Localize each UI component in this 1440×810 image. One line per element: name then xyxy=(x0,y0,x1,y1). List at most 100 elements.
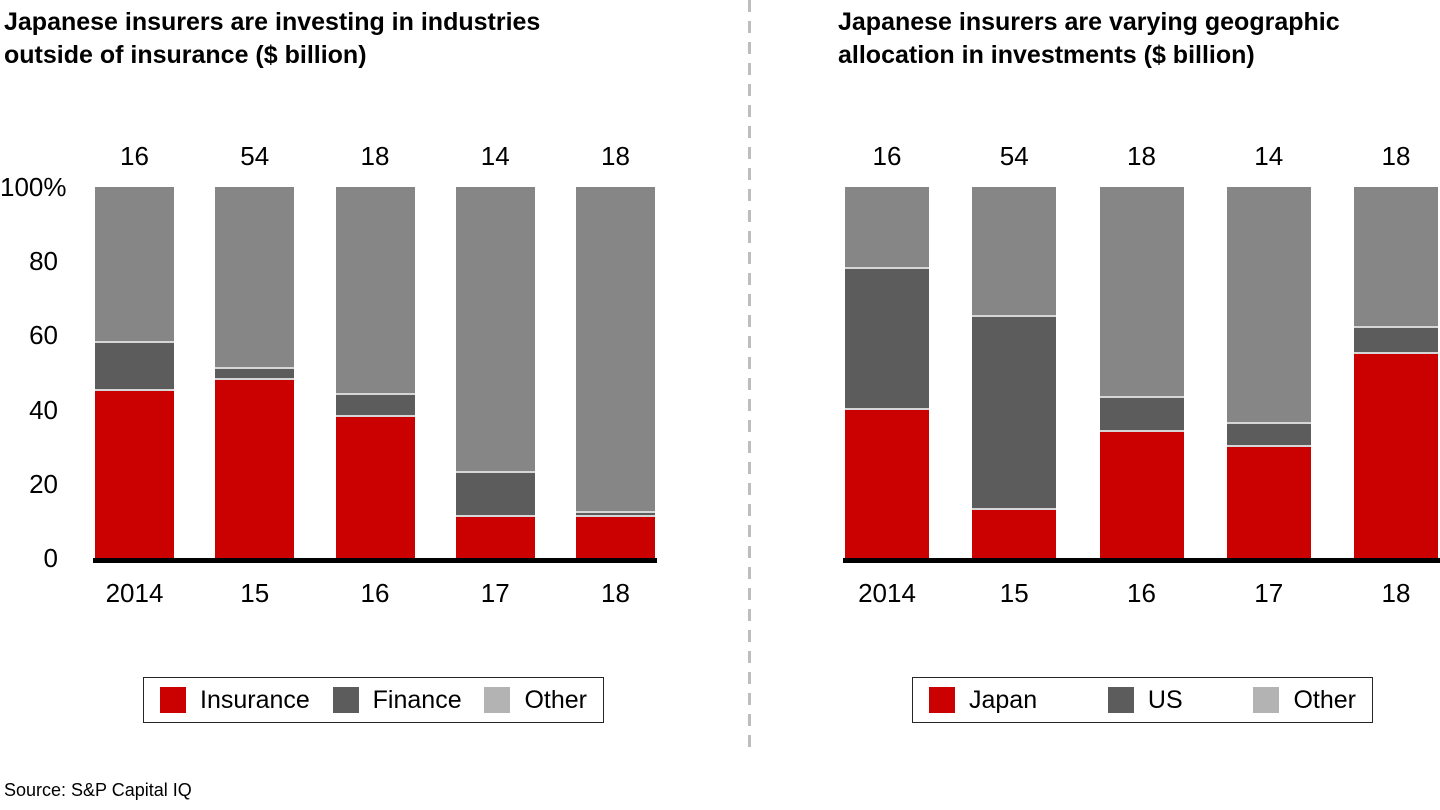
bar-column: 18 16 xyxy=(1099,140,1184,606)
bar-column: 18 16 xyxy=(335,140,415,608)
bar-segment-japan xyxy=(1354,353,1438,558)
y-tick-label: 20 xyxy=(29,468,58,499)
legend-label: Other xyxy=(1293,685,1356,714)
legend-swatch-us xyxy=(1107,687,1134,713)
x-tick-label: 18 xyxy=(1381,578,1411,608)
x-tick-label: 17 xyxy=(1254,578,1284,608)
stacked-bar xyxy=(576,187,655,558)
stacked-bar xyxy=(95,187,174,558)
y-tick-label: 100% xyxy=(0,172,67,202)
legend-item: Insurance xyxy=(160,687,310,713)
bar-segment-us xyxy=(1354,327,1438,354)
bar-segment-other xyxy=(215,187,295,369)
total-value-label: 18 xyxy=(601,141,630,171)
bar-segment-insurance xyxy=(576,517,655,558)
legend-swatch-japan xyxy=(929,687,955,713)
x-axis-line xyxy=(93,558,657,563)
bar-segment-finance xyxy=(455,472,535,518)
total-value-label: 54 xyxy=(240,141,270,171)
left-chart-title-line-1: Japanese insurers are investing in indus… xyxy=(4,8,541,36)
legend-label: Finance xyxy=(372,685,462,714)
x-tick-label: 15 xyxy=(240,578,270,608)
x-tick-label: 2014 xyxy=(858,578,916,608)
stacked-bar xyxy=(455,187,535,558)
bar-segment-insurance xyxy=(215,379,295,558)
bar-segment-other xyxy=(1226,187,1311,425)
legend-item: US xyxy=(1107,685,1183,714)
bar-segment-finance xyxy=(215,368,295,380)
stacked-bar xyxy=(1226,187,1311,558)
right-chart-plot: 16 2014 54 15 18 16 14 17 18 18 xyxy=(843,140,1440,606)
bar-columns: 16 2014 54 15 18 16 14 17 18 18 xyxy=(845,140,1438,606)
legend-swatch-finance xyxy=(332,687,359,713)
x-tick-label: 16 xyxy=(360,578,390,608)
stacked-bar xyxy=(972,187,1057,558)
legend-swatch-insurance xyxy=(160,687,186,713)
total-value-label: 14 xyxy=(480,141,510,171)
bar-segment-other xyxy=(1099,187,1184,399)
bar-column: 14 17 xyxy=(455,140,535,608)
total-value-label: 16 xyxy=(872,141,902,171)
legend-item: Other xyxy=(1253,687,1356,713)
legend-label: Insurance xyxy=(200,685,310,714)
bar-segment-japan xyxy=(1099,431,1184,558)
bar-column: 16 2014 xyxy=(95,140,174,606)
bar-segment-japan xyxy=(845,409,929,558)
left-chart-title-line-2: outside of insurance ($ billion) xyxy=(4,41,367,69)
stacked-bar xyxy=(845,187,929,558)
total-value-label: 54 xyxy=(999,141,1029,171)
y-tick-label: 80 xyxy=(29,246,58,277)
bar-column: 54 15 xyxy=(215,140,295,608)
total-value-label: 14 xyxy=(1254,141,1284,171)
legend-item: Japan xyxy=(929,687,1037,713)
total-value-label: 16 xyxy=(120,141,149,171)
legend-item: Other xyxy=(484,687,587,713)
left-chart-title: Japanese insurers are investing in indus… xyxy=(4,6,540,72)
left-legend: Insurance Finance Other xyxy=(143,677,604,723)
y-tick-label: 40 xyxy=(29,394,58,425)
bar-segment-finance xyxy=(576,513,655,518)
total-value-label: 18 xyxy=(1127,141,1156,171)
bar-segment-other xyxy=(845,187,929,269)
bar-segment-japan xyxy=(1226,446,1311,558)
x-tick-label: 2014 xyxy=(105,578,164,608)
bar-segment-insurance xyxy=(335,417,415,558)
legend-label: Other xyxy=(524,685,587,714)
legend-swatch-other xyxy=(1253,687,1280,713)
bar-segment-us xyxy=(1226,424,1311,447)
legend-swatch-other xyxy=(484,687,511,713)
bar-segment-japan xyxy=(972,509,1057,558)
bar-segment-insurance xyxy=(455,517,535,558)
bar-segment-us xyxy=(972,316,1057,510)
total-value-label: 18 xyxy=(1381,141,1411,171)
x-tick-label: 15 xyxy=(999,578,1029,608)
dashed-divider-line xyxy=(748,0,751,748)
bar-column: 14 17 xyxy=(1226,140,1311,608)
legend-label: US xyxy=(1147,685,1183,714)
bar-segment-us xyxy=(845,268,929,410)
legend-item: Finance xyxy=(332,685,462,714)
y-tick-label: 60 xyxy=(29,320,58,351)
bar-segment-other xyxy=(95,187,174,343)
total-value-label: 18 xyxy=(360,141,390,171)
bar-segment-finance xyxy=(335,394,415,417)
stacked-bar xyxy=(1354,187,1438,558)
bar-column: 18 18 xyxy=(576,140,655,606)
source-note: Source: S&P Capital IQ xyxy=(4,780,192,800)
x-tick-label: 18 xyxy=(601,578,630,608)
legend-label: Japan xyxy=(969,685,1038,714)
bar-segment-other xyxy=(1354,187,1438,328)
stacked-bar xyxy=(335,187,415,558)
bar-columns: 16 2014 54 15 18 16 14 17 18 18 xyxy=(95,140,655,606)
bar-segment-other xyxy=(576,187,655,514)
bar-segment-us xyxy=(1099,398,1184,432)
bar-segment-other xyxy=(455,187,535,473)
bar-segment-insurance xyxy=(95,391,174,558)
right-chart-title: Japanese insurers are varying geographic… xyxy=(838,6,1340,72)
y-axis: 100% 80 60 40 20 0 xyxy=(0,172,67,573)
bar-column: 16 2014 xyxy=(845,140,929,606)
x-tick-label: 17 xyxy=(480,578,510,608)
bar-segment-other xyxy=(335,187,415,395)
bar-segment-other xyxy=(972,187,1057,317)
